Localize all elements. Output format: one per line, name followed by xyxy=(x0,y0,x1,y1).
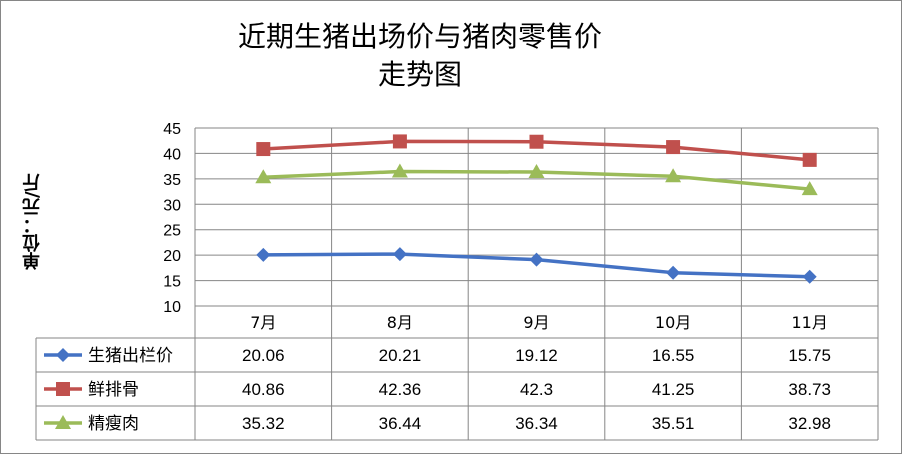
y-tick-label-6: 40 xyxy=(163,146,181,163)
data-table-cell-0-4: 15.75 xyxy=(788,346,831,365)
series-1-point-3 xyxy=(666,140,681,155)
series-2-point-2 xyxy=(528,164,545,179)
series-0-point-2 xyxy=(529,252,544,267)
x-category-label-0: 7月 xyxy=(250,313,276,332)
series-2-point-4 xyxy=(801,181,818,196)
chart-title-line-2: 走势图 xyxy=(377,58,462,91)
series-1-point-4 xyxy=(802,152,817,167)
series-1-point-0 xyxy=(256,142,271,157)
series-1-point-1 xyxy=(392,134,407,149)
data-table-cell-2-3: 35.51 xyxy=(652,414,695,433)
x-category-label-3: 10月 xyxy=(655,313,691,332)
series-2-point-0 xyxy=(255,169,272,184)
y-tick-label-7: 45 xyxy=(163,121,181,138)
y-tick-label-5: 35 xyxy=(163,172,181,189)
data-table-cell-0-3: 16.55 xyxy=(652,346,695,365)
x-category-label-2: 9月 xyxy=(523,313,549,332)
series-0-point-1 xyxy=(392,247,407,262)
series-0-point-4 xyxy=(802,269,817,284)
y-tick-label-1: 15 xyxy=(163,274,181,291)
data-table-cell-2-1: 36.44 xyxy=(379,414,422,433)
series-2-point-3 xyxy=(665,168,682,183)
data-table-cell-2-4: 32.98 xyxy=(788,414,831,433)
data-table-cell-1-2: 42.3 xyxy=(520,380,553,399)
y-tick-label-4: 30 xyxy=(163,197,181,214)
data-table-cell-0-0: 20.06 xyxy=(242,346,285,365)
series-2-point-1 xyxy=(391,163,408,178)
series-0-point-3 xyxy=(666,265,681,280)
data-table-cell-1-3: 41.25 xyxy=(652,380,695,399)
legend-key-marker-2 xyxy=(55,415,71,429)
data-table-cell-2-0: 35.32 xyxy=(242,414,285,433)
y-tick-label-2: 20 xyxy=(163,248,181,265)
legend-key-marker-1 xyxy=(56,382,70,396)
x-category-label-4: 11月 xyxy=(792,313,828,332)
legend-label-2: 精瘦肉 xyxy=(88,414,139,434)
series-0-point-0 xyxy=(256,247,271,262)
data-table-cell-1-0: 40.86 xyxy=(242,380,285,399)
series-1-point-2 xyxy=(529,134,544,149)
chart-title: 近期生猪出场价与猪肉零售价 走势图 xyxy=(150,18,690,94)
chart-title-line-1: 近期生猪出场价与猪肉零售价 xyxy=(237,20,602,53)
data-table-cell-1-1: 42.36 xyxy=(379,380,422,399)
x-category-label-1: 8月 xyxy=(387,313,413,332)
data-table-cell-0-1: 20.21 xyxy=(379,346,422,365)
y-tick-label-3: 25 xyxy=(163,223,181,240)
y-tick-label-0: 10 xyxy=(163,299,181,316)
data-table-cell-0-2: 19.12 xyxy=(515,346,558,365)
data-table-cell-2-2: 36.34 xyxy=(515,414,558,433)
legend-label-1: 鲜排骨 xyxy=(88,380,139,400)
data-table-cell-1-4: 38.73 xyxy=(788,380,831,399)
legend-key-marker-0 xyxy=(56,348,70,362)
legend-label-0: 生猪出栏价 xyxy=(88,346,173,366)
